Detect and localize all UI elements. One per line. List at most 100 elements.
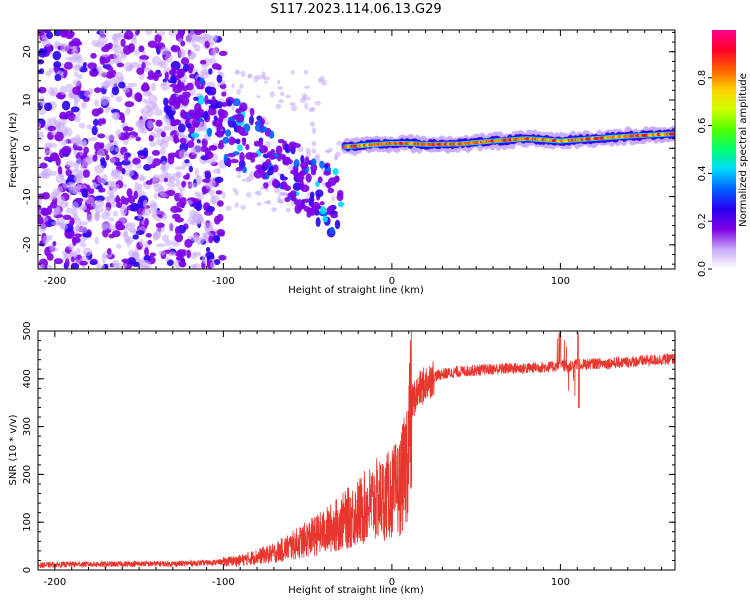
- heatmap-cell: [139, 54, 150, 61]
- heatmap-cell: [189, 264, 198, 269]
- heatmap-cell: [336, 193, 344, 202]
- heatmap-cell: [192, 144, 202, 155]
- heatmap-cell: [101, 224, 109, 231]
- heatmap-cell: [64, 201, 70, 207]
- heatmap-cell: [187, 109, 197, 117]
- heatmap-cell: [117, 216, 128, 223]
- heatmap-cell: [115, 129, 122, 138]
- heatmap-cell: [144, 247, 150, 257]
- heatmap-cell: [151, 55, 162, 66]
- heatmap-cell: [65, 168, 72, 177]
- heatmap-cell: [59, 85, 67, 96]
- heatmap-cell: [213, 258, 221, 266]
- heatmap-cell: [94, 99, 100, 108]
- heatmap-cell: [334, 175, 340, 182]
- heatmap-cell: [271, 178, 280, 188]
- heatmap-cell: [235, 166, 243, 172]
- heatmap-cell: [302, 198, 311, 203]
- colorbar-tick-label: 0.4: [697, 165, 708, 181]
- heatmap-cell: [232, 151, 240, 156]
- heatmap-cell: [158, 250, 166, 256]
- heatmap-cell: [120, 114, 126, 124]
- heatmap-cell: [292, 182, 302, 191]
- heatmap-cell: [142, 207, 151, 216]
- heatmap-cell: [163, 125, 171, 131]
- heatmap-cell: [178, 48, 187, 59]
- heatmap-cell: [239, 152, 245, 162]
- heatmap-cell: [201, 254, 208, 264]
- heatmap-cell: [301, 93, 308, 98]
- heatmap-cell: [101, 118, 107, 125]
- heatmap-cell: [110, 191, 115, 199]
- colorbar-label: Normalized spectral amplitude: [738, 73, 749, 227]
- heatmap-cell: [139, 238, 144, 247]
- colorbar-tick-label: 0.2: [697, 213, 708, 229]
- heatmap-cell: [173, 100, 181, 110]
- heatmap-cell: [284, 196, 291, 203]
- heatmap-cell: [46, 264, 53, 269]
- heatmap-cell: [263, 182, 269, 189]
- y-tick-label: 100: [22, 513, 33, 532]
- heatmap-cell: [172, 119, 182, 126]
- heatmap-cell: [186, 82, 194, 91]
- heatmap-cell: [142, 98, 149, 104]
- heatmap-cell: [71, 209, 78, 217]
- heatmap-cell: [321, 79, 327, 86]
- heatmap-cell: [138, 45, 145, 53]
- heatmap-cell: [136, 67, 145, 75]
- heatmap-cell: [106, 134, 116, 141]
- heatmap-cell: [97, 133, 106, 139]
- heatmap-cell: [120, 38, 126, 48]
- heatmap-cell: [235, 113, 245, 123]
- heatmap-cell: [240, 205, 246, 210]
- heatmap-cell: [337, 201, 345, 208]
- heatmap-cell: [45, 70, 52, 77]
- heatmap-cell: [193, 30, 203, 35]
- heatmap-cell: [123, 45, 132, 55]
- x-tick-label: 100: [551, 577, 570, 588]
- heatmap-cell: [69, 55, 78, 64]
- heatmap-cell: [139, 122, 147, 130]
- heatmap-cell: [279, 173, 285, 179]
- heatmap-cell: [222, 136, 230, 144]
- heatmap-cell: [303, 206, 311, 212]
- heatmap-cell: [94, 211, 101, 221]
- heatmap-cell: [53, 61, 62, 68]
- heatmap-cell: [155, 119, 163, 127]
- heatmap-cell: [116, 244, 122, 249]
- heatmap-cell: [185, 172, 190, 180]
- heatmap-cell: [118, 81, 126, 89]
- heatmap-cell: [330, 213, 339, 219]
- heatmap-cell: [214, 176, 224, 183]
- heatmap-cell: [154, 108, 163, 116]
- heatmap-cell: [209, 57, 217, 64]
- heatmap-cell: [72, 236, 77, 247]
- heatmap-cell: [188, 50, 196, 60]
- heatmap-cell: [245, 152, 254, 160]
- heatmap-cell: [178, 189, 184, 200]
- heatmap-cell: [287, 163, 294, 170]
- heatmap-cell: [180, 40, 186, 47]
- heatmap-cell: [153, 231, 161, 239]
- heatmap-cell: [143, 66, 152, 72]
- heatmap-cell: [277, 79, 281, 85]
- heatmap-cell: [155, 210, 163, 215]
- heatmap-cell: [149, 141, 157, 147]
- heatmap-cell: [73, 116, 81, 123]
- heatmap-cell: [201, 186, 207, 195]
- heatmap-cell: [124, 168, 135, 178]
- figure-title: S117.2023.114.06.13.G29: [270, 2, 441, 17]
- heatmap-cell: [91, 181, 97, 190]
- heatmap-cell: [146, 91, 153, 96]
- heatmap-cell: [236, 88, 242, 95]
- heatmap-cell: [205, 151, 214, 159]
- heatmap-x-ticks: -200 -100 0 100: [37, 30, 663, 287]
- colorbar-tick-label: 0.0: [697, 261, 708, 277]
- heatmap-cell: [94, 236, 99, 245]
- heatmap-cell: [85, 196, 95, 205]
- heatmap-cell: [92, 154, 98, 162]
- heatmap-cell: [89, 260, 98, 265]
- heatmap-cell: [174, 74, 180, 81]
- heatmap-cell: [187, 67, 193, 74]
- heatmap-cell: [49, 246, 59, 253]
